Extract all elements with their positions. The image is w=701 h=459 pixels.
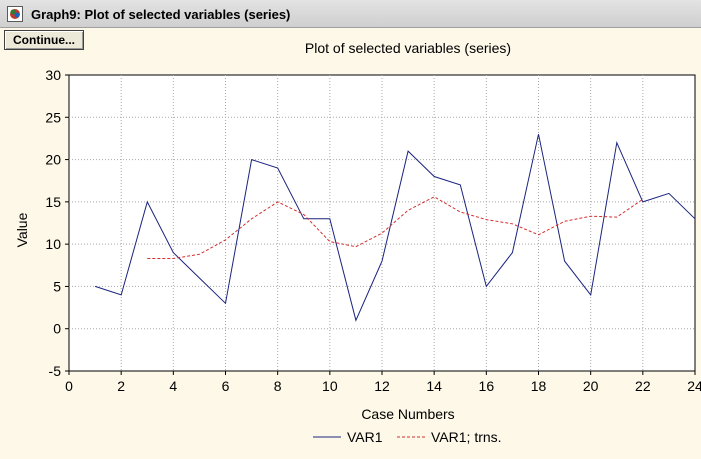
x-tick-label: 10: [322, 378, 338, 394]
y-tick-label: 30: [45, 67, 61, 83]
y-axis-label: Value: [14, 212, 30, 247]
series-line-2: [147, 196, 644, 259]
x-tick-label: 12: [374, 378, 390, 394]
y-tick-label: 10: [45, 236, 61, 252]
legend-label-1: VAR1: [347, 429, 383, 445]
continue-button[interactable]: Continue...: [4, 30, 84, 50]
x-tick-label: 20: [583, 378, 599, 394]
x-tick-label: 14: [426, 378, 442, 394]
x-tick-label: 18: [531, 378, 547, 394]
x-axis-label: Case Numbers: [361, 406, 454, 422]
window-title: Graph9: Plot of selected variables (seri…: [31, 7, 291, 22]
x-tick-label: 2: [117, 378, 125, 394]
y-tick-label: 25: [45, 109, 61, 125]
legend-label-2: VAR1; trns.: [431, 429, 502, 445]
x-tick-label: 16: [479, 378, 495, 394]
series-lines: [94, 134, 696, 322]
x-tick-label: 6: [222, 378, 230, 394]
x-tick-label: 24: [687, 378, 701, 394]
chart-title: Plot of selected variables (series): [305, 40, 511, 56]
y-tick-label: 0: [53, 321, 61, 337]
y-tick-label: 5: [53, 278, 61, 294]
graph-app-icon: [7, 6, 23, 22]
y-tick-label: 20: [45, 152, 61, 168]
chart-legend: VAR1 VAR1; trns.: [313, 429, 502, 445]
x-tick-label: 4: [169, 378, 177, 394]
grid-lines: [69, 75, 695, 371]
y-tick-label: -5: [49, 363, 62, 379]
x-tick-label: 22: [635, 378, 651, 394]
x-tick-label: 8: [274, 378, 282, 394]
series-line-1: [94, 134, 696, 322]
y-tick-label: 15: [45, 194, 61, 210]
window-titlebar: Graph9: Plot of selected variables (seri…: [0, 0, 701, 28]
x-tick-label: 0: [65, 378, 73, 394]
